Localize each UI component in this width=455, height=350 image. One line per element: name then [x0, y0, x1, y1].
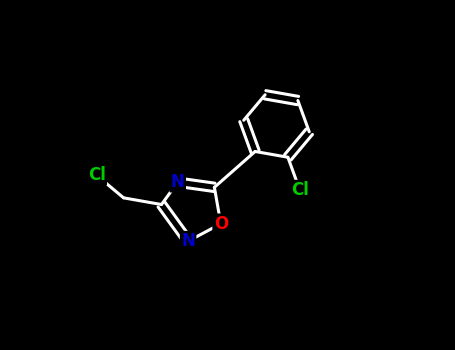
Text: Cl: Cl: [88, 166, 106, 184]
Text: O: O: [214, 215, 228, 233]
Text: Cl: Cl: [291, 181, 309, 199]
Text: N: N: [181, 232, 195, 250]
Text: N: N: [171, 173, 185, 191]
